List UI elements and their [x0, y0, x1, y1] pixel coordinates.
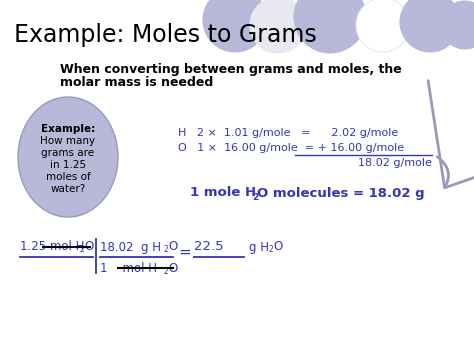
- Text: O: O: [84, 240, 93, 253]
- Text: grams are: grams are: [41, 148, 94, 158]
- Circle shape: [250, 0, 306, 53]
- Text: 22.5: 22.5: [194, 240, 224, 253]
- Text: 2: 2: [80, 246, 85, 255]
- Text: 2: 2: [252, 192, 258, 202]
- Text: O   1 ×  16.00 g/mole  = + 16.00 g/mole: O 1 × 16.00 g/mole = + 16.00 g/mole: [178, 143, 404, 153]
- Circle shape: [294, 0, 366, 53]
- Text: 18.02 g/mole: 18.02 g/mole: [358, 158, 432, 168]
- Text: O: O: [168, 262, 177, 274]
- Circle shape: [203, 0, 267, 52]
- Text: O: O: [273, 240, 282, 253]
- Text: Example: Moles to Grams: Example: Moles to Grams: [14, 23, 317, 47]
- Text: When converting between grams and moles, the: When converting between grams and moles,…: [60, 62, 402, 76]
- Text: O molecules = 18.02 g: O molecules = 18.02 g: [257, 186, 425, 200]
- Text: water?: water?: [50, 184, 86, 194]
- Circle shape: [400, 0, 460, 52]
- Text: in 1.25: in 1.25: [50, 160, 86, 170]
- Text: g H: g H: [249, 240, 269, 253]
- Text: 2: 2: [164, 246, 169, 255]
- Text: 1 mole H: 1 mole H: [190, 186, 256, 200]
- Text: 2: 2: [269, 246, 274, 255]
- Circle shape: [356, 0, 410, 52]
- Text: 1    mol H: 1 mol H: [100, 262, 157, 274]
- Circle shape: [441, 1, 474, 49]
- Text: 18.02  g H: 18.02 g H: [100, 240, 161, 253]
- Text: molar mass is needed: molar mass is needed: [60, 76, 213, 89]
- Text: Example:: Example:: [41, 124, 95, 134]
- Text: O: O: [168, 240, 177, 253]
- FancyArrowPatch shape: [428, 81, 474, 188]
- Text: 1.25 mol H: 1.25 mol H: [20, 240, 84, 253]
- Text: H   2 ×  1.01 g/mole   =      2.02 g/mole: H 2 × 1.01 g/mole = 2.02 g/mole: [178, 128, 398, 138]
- Text: moles of: moles of: [46, 172, 91, 182]
- Text: How many: How many: [40, 136, 96, 146]
- Text: =: =: [178, 245, 191, 260]
- Ellipse shape: [18, 97, 118, 217]
- Text: 2: 2: [164, 267, 169, 275]
